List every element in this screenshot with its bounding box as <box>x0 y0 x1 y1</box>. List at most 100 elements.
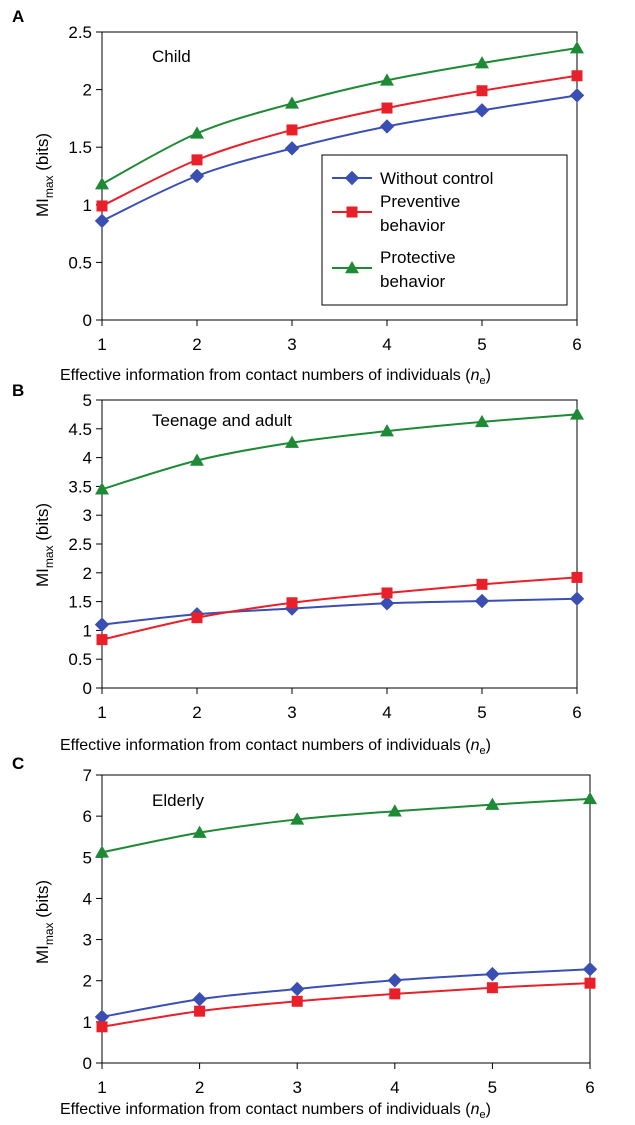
series-0-point <box>379 119 395 134</box>
y-axis-label: MImax (bits) <box>33 880 56 964</box>
series-2-point <box>95 845 109 858</box>
x-tick-label: 5 <box>477 703 486 722</box>
series-2-point <box>190 453 204 466</box>
series-1-point <box>191 612 203 624</box>
series-2-point <box>192 825 207 838</box>
series-1-point <box>96 200 108 212</box>
legend: Without control Preventive behavior Protect… <box>321 154 568 306</box>
series-line-1 <box>101 74 578 207</box>
series-line-0 <box>101 597 578 626</box>
series-0-point <box>569 88 585 103</box>
y-tick-label: 2 <box>83 972 92 991</box>
series-2-point <box>380 424 394 437</box>
x-tick-label: 4 <box>390 1078 399 1097</box>
x-tick-label: 5 <box>477 335 486 354</box>
y-axis-label-main: MI <box>33 945 52 964</box>
y-tick-label: 2 <box>83 81 92 100</box>
legend-label-1: Preventive <box>380 192 460 211</box>
y-tick-label: 5 <box>83 848 92 867</box>
x-tick-label: 2 <box>195 1078 204 1097</box>
legend-label-1: behavior <box>380 216 446 235</box>
y-tick-label: 3 <box>83 506 92 525</box>
series-0-point <box>192 992 207 1007</box>
x-tick-label: 6 <box>572 335 581 354</box>
legend-label-2: behavior <box>380 272 446 291</box>
y-tick-label: 1 <box>83 196 92 215</box>
series-line-1 <box>101 576 578 641</box>
series-line-2 <box>101 47 578 185</box>
x-tick-label: 6 <box>572 703 581 722</box>
y-axis-label: MImax (bits) <box>33 133 56 217</box>
y-tick-label: 0.5 <box>68 650 92 669</box>
x-axis-label-end: ) <box>486 737 491 754</box>
x-axis-label-main: Effective information from contact numbe… <box>60 1101 471 1118</box>
y-tick-label: 1.5 <box>68 593 92 612</box>
series-1-point <box>191 154 203 166</box>
series-1-point <box>476 85 488 97</box>
series-2-point <box>190 126 204 139</box>
y-tick-label: 5 <box>83 391 92 410</box>
series-line-2 <box>101 413 578 491</box>
series-0-point <box>289 981 305 997</box>
y-axis-label-unit: (bits) <box>33 503 52 546</box>
series-1-point <box>381 587 393 599</box>
series-2-point <box>95 482 109 495</box>
y-tick-label: 4 <box>83 449 92 468</box>
legend-marker-1 <box>346 206 358 218</box>
series-1-point <box>381 102 393 114</box>
x-tick-label: 2 <box>192 703 201 722</box>
x-axis-label-var: n <box>471 737 480 754</box>
x-axis-label-end: ) <box>486 1101 491 1118</box>
series-1-point <box>571 70 583 82</box>
x-axis-label-sub: e <box>479 375 485 387</box>
legend-label-2: Protective <box>380 248 456 267</box>
x-axis-label: Effective information from contact numbe… <box>60 1101 491 1121</box>
series-0-point <box>387 973 403 988</box>
y-axis-label-main: MI <box>33 568 52 587</box>
y-tick-label: 2.5 <box>68 23 92 42</box>
x-tick-label: 4 <box>382 703 391 722</box>
series-0-point <box>284 141 300 156</box>
y-axis-label: MImax (bits) <box>33 503 56 587</box>
panel-annotation: Child <box>152 47 191 66</box>
x-axis-label: Effective information from contact numbe… <box>60 737 491 757</box>
chart-panel-b: 0 0.5 1 1.5 2 2.5 3 3.5 4 4.5 5 1 2 3 4 5 6 MImax (bits) E… <box>12 381 585 757</box>
series-1-point <box>476 578 488 590</box>
plot-frame <box>101 31 578 321</box>
x-tick-label: 3 <box>292 1078 301 1097</box>
series-0-point <box>379 596 395 611</box>
x-tick-label: 3 <box>287 335 296 354</box>
series-0-point <box>474 593 490 609</box>
series-2-point <box>290 812 305 825</box>
series-1-point <box>96 1021 108 1033</box>
legend-marker-0 <box>344 170 360 186</box>
x-tick-label: 3 <box>287 703 296 722</box>
x-axis-label-var: n <box>471 367 480 384</box>
y-tick-label: 2 <box>83 564 92 583</box>
x-axis-label-sub: e <box>479 1109 485 1121</box>
y-axis-label-sub: max <box>42 175 56 198</box>
series-0-point <box>569 591 585 606</box>
y-tick-label: 6 <box>83 807 92 826</box>
series-2-point <box>387 804 402 817</box>
y-tick-label: 1 <box>83 621 92 640</box>
series-2-point <box>380 73 394 86</box>
series-2-point <box>475 414 489 428</box>
plot-frame <box>101 399 578 689</box>
y-tick-label: 0.5 <box>68 253 92 272</box>
x-axis-label-main: Effective information from contact numbe… <box>60 367 471 384</box>
series-1-point <box>286 597 298 609</box>
panel-annotation: Teenage and adult <box>152 411 292 430</box>
series-line-1 <box>101 982 591 1028</box>
series-0-point <box>94 617 110 632</box>
series-0-point <box>582 961 598 977</box>
chart-panel-a: 0 0.5 1 1.5 2 2.5 1 2 3 4 5 6 MImax (bits) Effective … <box>12 7 585 387</box>
series-2-point <box>485 797 500 810</box>
x-axis-label-sub: e <box>479 745 485 757</box>
panel-label: C <box>12 754 24 773</box>
x-tick-label: 4 <box>382 335 391 354</box>
y-tick-label: 4 <box>83 889 92 908</box>
series-2-point <box>570 407 584 420</box>
series-0-point <box>189 168 205 184</box>
